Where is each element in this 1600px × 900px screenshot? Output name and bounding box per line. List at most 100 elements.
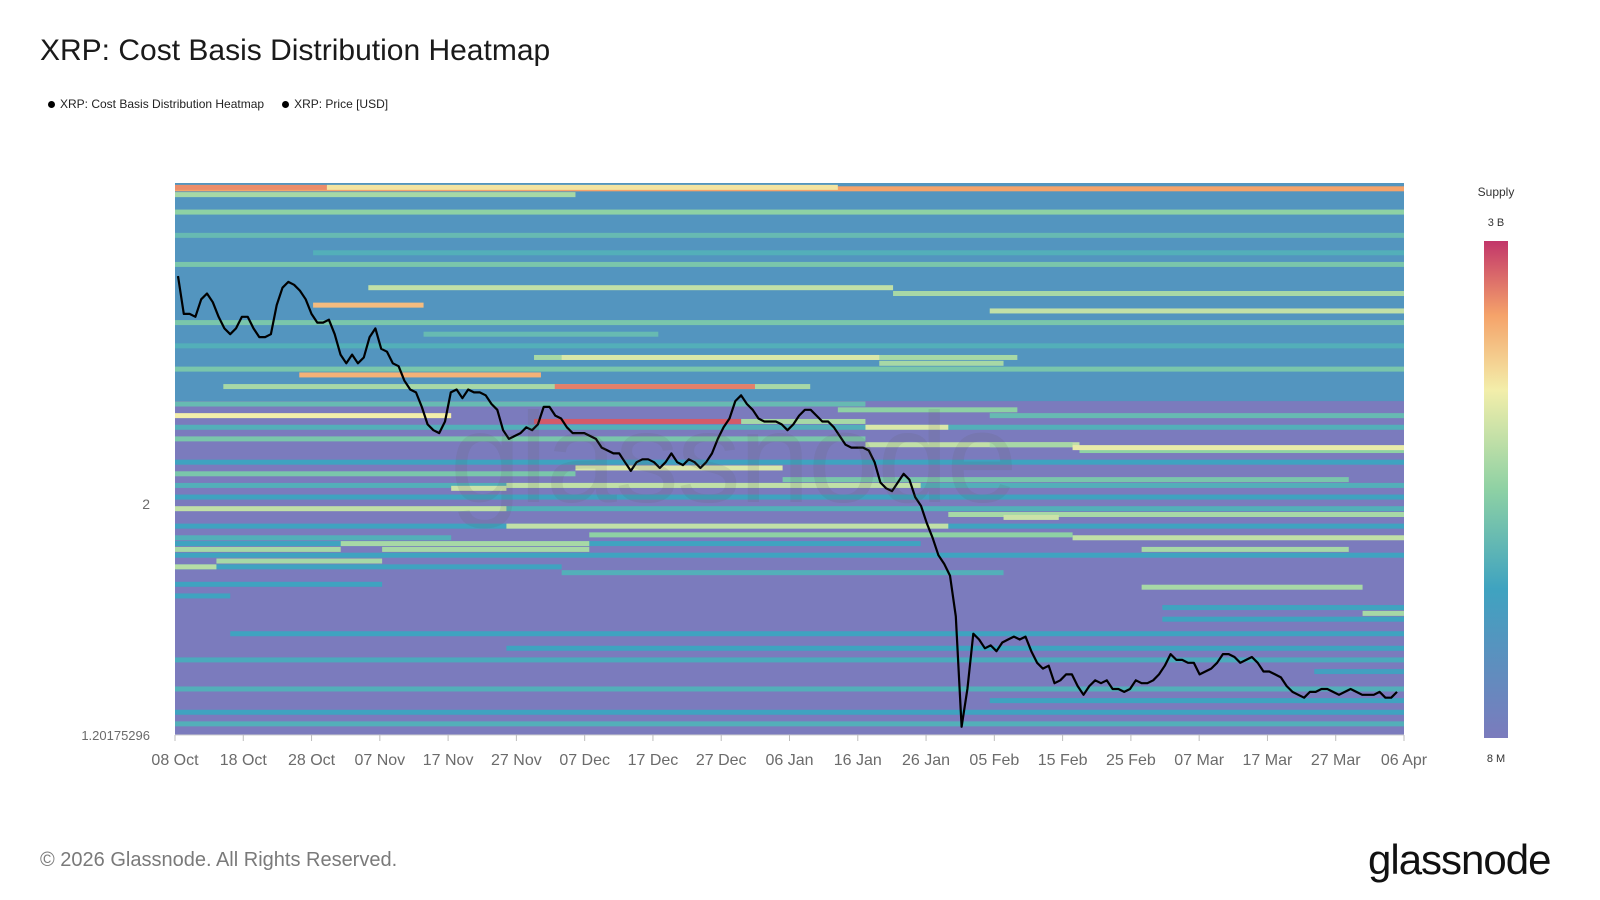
- heatmap-highlight-band: [506, 482, 921, 488]
- x-tick-label: 17 Nov: [423, 752, 474, 769]
- x-tick-label: 25 Feb: [1106, 752, 1156, 769]
- heatmap-highlight-band: [534, 418, 742, 424]
- colorbar-max-label: 3 B: [1488, 217, 1505, 229]
- heatmap-highlight-band: [340, 541, 590, 547]
- x-tick-label: 18 Oct: [220, 752, 268, 769]
- heatmap-band: [1314, 669, 1404, 675]
- heatmap-highlight-band: [299, 372, 541, 378]
- heatmap-highlight-band: [216, 558, 383, 564]
- heatmap-highlight-band: [175, 506, 507, 512]
- heatmap-band: [175, 709, 1404, 715]
- heatmap-band: [175, 535, 452, 541]
- x-tick-label: 05 Feb: [969, 752, 1019, 769]
- colorbar-title: Supply: [1478, 185, 1515, 199]
- x-tick-label: 15 Feb: [1038, 752, 1088, 769]
- heatmap-highlight-band: [1072, 445, 1404, 451]
- heatmap-band: [1162, 616, 1404, 622]
- heatmap-band: [223, 384, 811, 390]
- colorbar: [1484, 241, 1508, 738]
- heatmap-band: [175, 657, 1404, 663]
- heatmap-band: [175, 494, 1404, 500]
- heatmap-band: [175, 593, 231, 599]
- legend-item-heatmap[interactable]: XRP: Cost Basis Distribution Heatmap: [48, 97, 264, 111]
- heatmap-band: [989, 308, 1404, 314]
- x-tick-label: 27 Mar: [1311, 752, 1361, 769]
- heatmap-band: [423, 331, 659, 337]
- y-tick-label: 2: [142, 496, 150, 512]
- heatmap-band: [554, 384, 755, 390]
- heatmap-band: [368, 285, 894, 291]
- heatmap-highlight-band: [1003, 514, 1059, 520]
- heatmap-band: [175, 320, 1404, 326]
- y-tick-label: 1.20175296: [81, 728, 150, 743]
- heatmap-highlight-band: [506, 523, 949, 529]
- heatmap-band: [175, 564, 562, 570]
- heatmap-band: [175, 232, 1404, 238]
- heatmap-band: [175, 192, 576, 198]
- x-tick-label: 16 Jan: [834, 752, 882, 769]
- heatmap-highlight-band: [561, 354, 880, 360]
- heatmap-highlight-band: [175, 413, 452, 419]
- x-tick-label: 17 Mar: [1243, 752, 1293, 769]
- heatmap-band: [893, 291, 1404, 297]
- chart-legend: XRP: Cost Basis Distribution Heatmap XRP…: [48, 97, 388, 111]
- heatmap-band: [175, 721, 1404, 727]
- brand-logo: glassnode: [1368, 836, 1551, 883]
- heatmap-band: [175, 366, 1404, 372]
- legend-item-price[interactable]: XRP: Price [USD]: [282, 97, 388, 111]
- heatmap-band: [313, 250, 1405, 256]
- copyright-text: © 2026 Glassnode. All Rights Reserved.: [40, 849, 398, 871]
- heatmap-band: [865, 442, 1080, 448]
- x-tick-label: 07 Mar: [1174, 752, 1224, 769]
- heatmap-highlight-band: [175, 564, 217, 570]
- heatmap-band: [451, 506, 1404, 512]
- heatmap-band: [506, 645, 1404, 651]
- heatmap-band: [1162, 605, 1404, 611]
- legend-label-heatmap: XRP: Cost Basis Distribution Heatmap: [60, 97, 265, 111]
- x-tick-label: 07 Nov: [354, 752, 405, 769]
- heatmap-highlight-band: [175, 184, 327, 190]
- legend-label-price: XRP: Price [USD]: [294, 97, 389, 111]
- heatmap-highlight-band: [741, 418, 866, 424]
- heatmap-band: [175, 343, 1404, 349]
- x-tick-label: 28 Oct: [288, 752, 336, 769]
- heatmap-highlight-band: [1141, 584, 1363, 590]
- heatmap-band: [175, 436, 866, 442]
- legend-dot-icon: [48, 100, 55, 108]
- heatmap-highlight-band: [589, 532, 1073, 538]
- heatmap-highlight-band: [948, 512, 1404, 518]
- x-tick-label: 06 Apr: [1381, 752, 1428, 769]
- x-tick-label: 17 Dec: [628, 752, 679, 769]
- legend-dot-icon: [282, 100, 290, 108]
- heatmap-band: [175, 459, 1404, 465]
- heatmap-band: [782, 477, 1349, 483]
- heatmap-band: [313, 302, 424, 308]
- heatmap-highlight-band: [1141, 546, 1349, 552]
- x-tick-label: 08 Oct: [151, 752, 199, 769]
- heatmap-band: [230, 631, 1404, 637]
- heatmap-band: [175, 401, 866, 407]
- heatmap-band: [175, 261, 1404, 267]
- heatmap-band: [575, 465, 783, 471]
- x-tick-label: 26 Jan: [902, 752, 950, 769]
- x-tick-label: 27 Dec: [696, 752, 747, 769]
- heatmap-band: [561, 570, 1004, 576]
- heatmap-highlight-band: [175, 546, 341, 552]
- heatmap-band: [175, 471, 576, 477]
- heatmap-highlight-band: [451, 485, 507, 491]
- colorbar-min-label: 8 M: [1487, 753, 1505, 765]
- heatmap-highlight-band: [1362, 610, 1404, 616]
- heatmap-highlight-band: [326, 184, 838, 190]
- x-tick-label: 07 Dec: [559, 752, 610, 769]
- heatmap-band: [1079, 448, 1404, 454]
- x-tick-label: 27 Nov: [491, 752, 542, 769]
- heatmap-band: [989, 413, 1404, 419]
- heatmap-highlight-band: [989, 442, 1073, 448]
- x-tick-label: 06 Jan: [765, 752, 813, 769]
- heatmap-band: [175, 581, 383, 587]
- heatmap-highlight-band: [1072, 535, 1404, 541]
- heatmap-band: [175, 686, 1404, 692]
- heatmap-band: [175, 209, 1404, 215]
- price-line: [176, 275, 1398, 728]
